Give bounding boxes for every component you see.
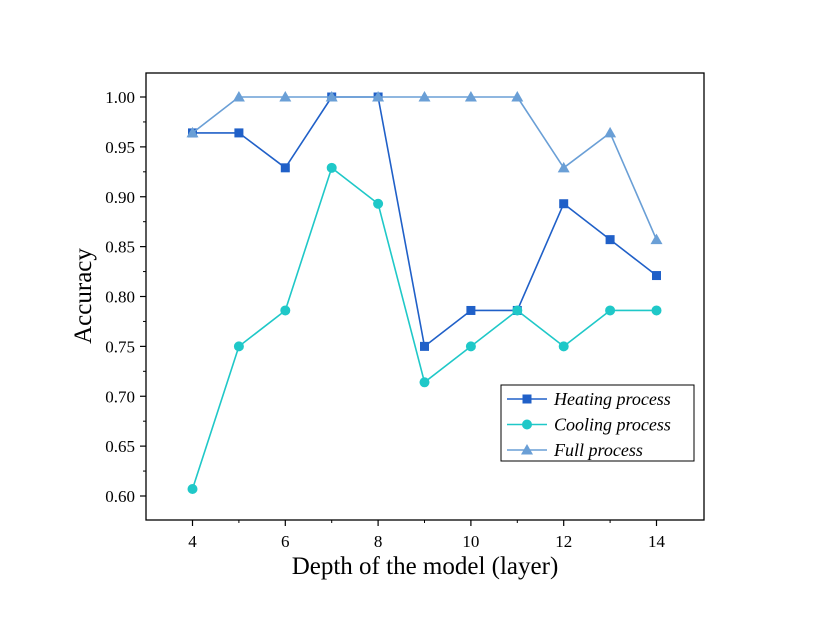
legend-entry: Heating process xyxy=(507,389,671,409)
y-axis-ticks: 0.60 0.65 0.70 0.75 0.80 0.85 0.90 0.95 1.00 xyxy=(105,88,146,506)
data-point xyxy=(279,91,292,102)
data-point xyxy=(511,91,524,102)
data-point xyxy=(372,91,385,102)
x-tick-label: 8 xyxy=(374,532,383,551)
data-point xyxy=(558,341,569,352)
x-tick-label: 6 xyxy=(281,532,290,551)
data-point xyxy=(652,271,661,281)
data-point xyxy=(325,91,338,102)
x-tick-label: 4 xyxy=(188,532,197,551)
data-point xyxy=(605,235,615,245)
y-tick-label: 0.70 xyxy=(105,387,135,406)
legend-entry: Cooling process xyxy=(507,415,671,435)
x-axis-title: Depth of the model (layer) xyxy=(292,553,559,580)
y-tick-label: 0.90 xyxy=(105,188,135,207)
data-point xyxy=(420,341,429,351)
legend-entry: Full process xyxy=(507,440,643,460)
data-point xyxy=(604,126,617,138)
y-tick-label: 0.85 xyxy=(105,238,135,257)
x-tick-label: 14 xyxy=(648,532,666,551)
data-point xyxy=(280,305,291,316)
data-point xyxy=(512,305,523,316)
y-tick-label: 0.60 xyxy=(105,487,135,506)
legend-label: Full process xyxy=(553,440,643,460)
series-square xyxy=(188,92,661,351)
data-point xyxy=(650,233,663,245)
data-point xyxy=(466,305,476,315)
y-tick-label: 0.80 xyxy=(105,288,135,307)
data-point xyxy=(234,128,244,138)
data-point xyxy=(233,341,244,352)
data-point xyxy=(605,305,616,316)
data-point xyxy=(418,91,431,102)
data-point xyxy=(280,163,290,173)
x-tick-label: 10 xyxy=(462,532,479,551)
y-tick-label: 1.00 xyxy=(105,88,135,107)
data-point xyxy=(326,162,337,173)
data-point xyxy=(186,126,199,138)
data-point xyxy=(465,341,476,352)
data-point xyxy=(187,484,198,495)
series-line xyxy=(192,96,658,240)
data-point xyxy=(464,91,477,102)
legend-marker xyxy=(521,444,533,455)
y-tick-label: 0.75 xyxy=(105,337,135,356)
legend-label: Cooling process xyxy=(554,415,671,435)
legend-marker xyxy=(522,394,532,404)
data-point xyxy=(373,198,384,209)
y-tick-label: 0.95 xyxy=(105,138,135,157)
series-triangle xyxy=(186,91,663,245)
series-layer xyxy=(186,91,663,495)
data-point xyxy=(651,305,662,316)
y-axis-title: Accuracy xyxy=(70,248,97,344)
legend-label: Heating process xyxy=(553,389,671,409)
legend: Heating process Cooling process Full proce… xyxy=(500,384,695,462)
data-point xyxy=(559,199,569,209)
x-tick-label: 12 xyxy=(555,532,572,551)
legend-marker xyxy=(522,419,532,430)
legend-box xyxy=(500,384,695,462)
data-point xyxy=(419,377,430,388)
series-line xyxy=(192,96,657,348)
data-point xyxy=(557,161,570,173)
data-point xyxy=(232,91,245,102)
y-tick-label: 0.65 xyxy=(105,437,135,456)
series-circle xyxy=(187,162,662,495)
legend-items: Heating process Cooling process Full proce… xyxy=(507,389,671,460)
x-axis-ticks: 4 6 8 10 12 14 xyxy=(188,520,666,551)
